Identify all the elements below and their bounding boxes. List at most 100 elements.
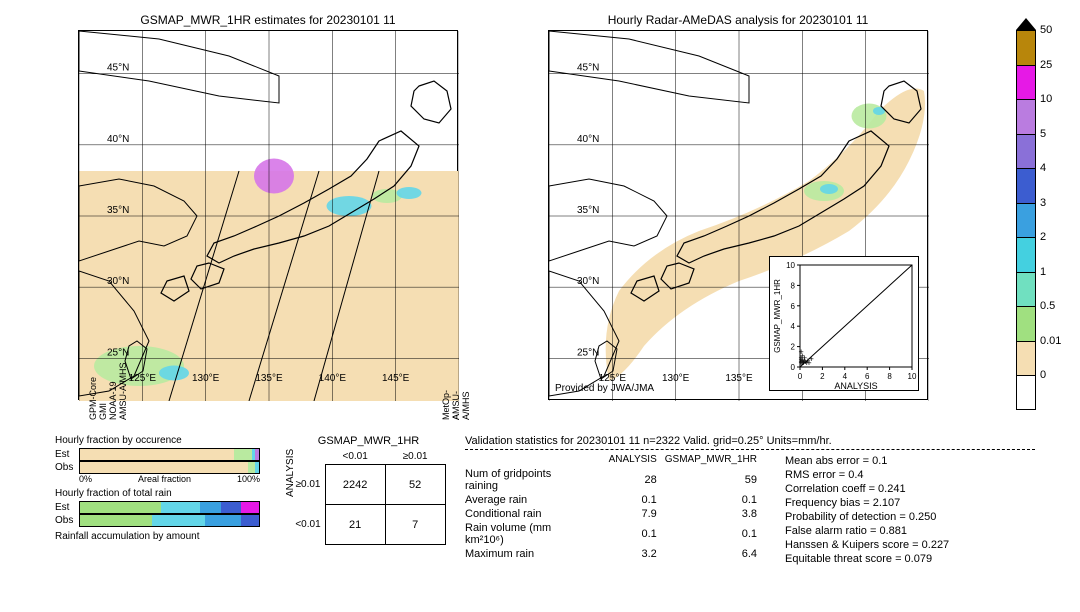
stats-row-a: 3.2	[595, 547, 665, 561]
fraction-bar	[79, 448, 260, 461]
fraction-bar	[79, 461, 260, 474]
svg-text:ANALYSIS: ANALYSIS	[834, 381, 877, 391]
stats-table: ANALYSISGSMAP_MWR_1HR Num of gridpoints …	[465, 454, 765, 561]
cont-cell-01: 52	[385, 465, 445, 505]
stats-score-row: Equitable threat score = 0.079	[785, 552, 1015, 566]
svg-text:45°N: 45°N	[577, 63, 599, 74]
svg-text:40°N: 40°N	[107, 134, 129, 145]
colorbar-segment	[1016, 134, 1036, 169]
sat-label: AMSU-A/MHS	[118, 362, 128, 420]
fraction-segment	[221, 502, 241, 513]
stats-left-col: ANALYSISGSMAP_MWR_1HR Num of gridpoints …	[465, 454, 765, 566]
stats-score-row: False alarm ratio = 0.881	[785, 524, 1015, 538]
svg-text:30°N: 30°N	[577, 276, 599, 287]
fraction-row-label: Obs	[55, 462, 79, 473]
fraction-segment	[161, 502, 200, 513]
stats-row-a: 7.9	[595, 507, 665, 521]
fraction-segment	[80, 515, 152, 526]
fraction-segment	[80, 502, 161, 513]
svg-text:35°N: 35°N	[107, 205, 129, 216]
colorbar-segment	[1016, 306, 1036, 341]
svg-text:25°N: 25°N	[107, 347, 129, 358]
svg-text:45°N: 45°N	[107, 63, 129, 74]
colorbar-segment	[1016, 168, 1036, 203]
colorbar-segment	[1016, 99, 1036, 134]
stats-row-b: 3.8	[665, 507, 765, 521]
svg-text:10: 10	[786, 261, 795, 270]
contingency-block: GSMAP_MWR_1HR ANALYSIS <0.01 ≥0.01 ≥0.01…	[281, 435, 456, 545]
svg-text:0: 0	[798, 372, 803, 381]
svg-text:135°E: 135°E	[725, 373, 753, 384]
colorbar-label: 2	[1040, 231, 1046, 243]
stats-row-a: 0.1	[595, 493, 665, 507]
fraction-row: Est	[55, 501, 260, 514]
fraction-segment	[234, 449, 252, 460]
fraction-row: Obs	[55, 461, 260, 474]
cont-col-0: <0.01	[325, 449, 385, 465]
stats-row-name: Average rain	[465, 493, 595, 507]
stats-header: Validation statistics for 20230101 11 n=…	[465, 435, 1035, 449]
stats-row: Average rain0.10.1	[465, 493, 765, 507]
stats-score-row: RMS error = 0.4	[785, 468, 1015, 482]
stats-col1: ANALYSIS	[595, 454, 665, 467]
colorbar-over-triangle	[1016, 18, 1036, 30]
attribution-text: Provided by JWA/JMA	[555, 383, 654, 394]
svg-text:130°E: 130°E	[662, 373, 690, 384]
stats-score-row: Mean abs error = 0.1	[785, 454, 1015, 468]
svg-text:125°E: 125°E	[129, 373, 157, 384]
fraction-block: Hourly fraction by occurence EstObs 0% A…	[55, 435, 260, 544]
svg-text:8: 8	[791, 281, 796, 290]
left-map-svg: 125°E130°E135°E140°E145°E25°N30°N35°N40°…	[79, 31, 459, 401]
stats-row-a: 28	[595, 467, 665, 493]
right-map-panel: Hourly Radar-AMeDAS analysis for 2023010…	[548, 30, 928, 400]
fraction-segment	[241, 502, 259, 513]
sat-label: AMSU-A/MHS	[451, 391, 471, 420]
stats-row-b: 0.1	[665, 493, 765, 507]
frac-axis-left: 0%	[79, 474, 92, 484]
svg-text:10: 10	[908, 372, 917, 381]
cont-cell-00: 2242	[325, 465, 385, 505]
colorbar-segment	[1016, 272, 1036, 307]
stats-score-row: Hanssen & Kuipers score = 0.227	[785, 538, 1015, 552]
scatter-svg: 00224466881010++++++++++++++++++ANALYSIS…	[770, 257, 920, 392]
svg-text:2: 2	[791, 343, 796, 352]
svg-text:4: 4	[843, 372, 848, 381]
svg-text:145°E: 145°E	[382, 373, 410, 384]
fraction-segment	[255, 462, 259, 473]
stats-row-name: Rain volume (mm km²10⁶)	[465, 521, 595, 547]
stats-row-b: 6.4	[665, 547, 765, 561]
colorbar-segment	[1016, 237, 1036, 272]
colorbar: 502510543210.50.010	[1016, 30, 1066, 410]
colorbar-segment	[1016, 375, 1036, 410]
scatter-inset: 00224466881010++++++++++++++++++ANALYSIS…	[769, 256, 919, 391]
contingency-title: GSMAP_MWR_1HR	[281, 435, 456, 447]
svg-text:35°N: 35°N	[577, 205, 599, 216]
fraction-segment	[200, 502, 221, 513]
sat-label: GMI	[98, 403, 108, 420]
colorbar-label: 1	[1040, 266, 1046, 278]
stats-row: Num of gridpoints raining2859	[465, 467, 765, 493]
fraction-segment	[248, 462, 255, 473]
left-map-title: GSMAP_MWR_1HR estimates for 20230101 11	[79, 13, 457, 27]
right-map-title: Hourly Radar-AMeDAS analysis for 2023010…	[549, 13, 927, 27]
fraction-segment	[152, 515, 206, 526]
svg-text:25°N: 25°N	[577, 347, 599, 358]
contingency-table: <0.01 ≥0.01 ≥0.01 2242 52 <0.01 21 7	[291, 449, 445, 545]
colorbar-label: 5	[1040, 128, 1046, 140]
colorbar-label: 0	[1040, 369, 1046, 381]
fraction-row-label: Est	[55, 502, 79, 513]
svg-text:4: 4	[791, 322, 796, 331]
stats-row: Rain volume (mm km²10⁶)0.10.1	[465, 521, 765, 547]
contingency-ylabel: ANALYSIS	[285, 449, 296, 497]
fraction-row: Obs	[55, 514, 260, 527]
colorbar-segment	[1016, 341, 1036, 376]
stats-score-row: Probability of detection = 0.250	[785, 510, 1015, 524]
cont-cell-10: 21	[325, 505, 385, 545]
cont-row-0: ≥0.01	[291, 465, 325, 505]
svg-text:0: 0	[791, 363, 796, 372]
left-map-panel: GSMAP_MWR_1HR estimates for 20230101 11 …	[78, 30, 458, 400]
sat-label: GPM-Core	[88, 377, 98, 420]
fraction-bar	[79, 514, 260, 527]
svg-text:6: 6	[791, 302, 796, 311]
cont-cell-11: 7	[385, 505, 445, 545]
